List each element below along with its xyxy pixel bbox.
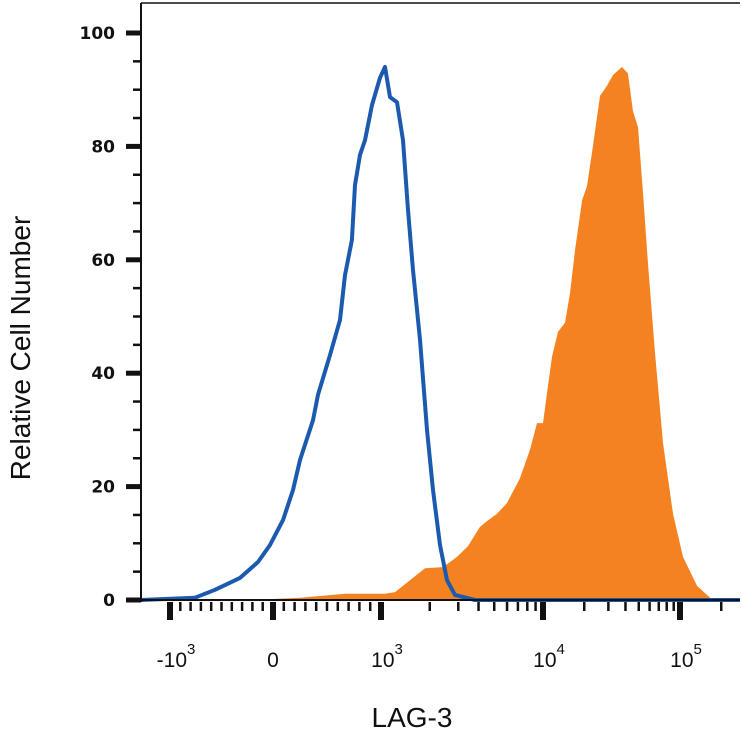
- x-tick-base: -10: [157, 649, 187, 672]
- x-tick-label: 0: [267, 649, 279, 672]
- x-tick-base: 0: [267, 649, 279, 672]
- x-tick-label: -103: [157, 641, 196, 672]
- x-tick-base: 10: [670, 649, 693, 672]
- y-tick-label: 20: [91, 478, 115, 498]
- y-tick-label: 60: [91, 251, 115, 271]
- x-tick-base: 10: [533, 649, 556, 672]
- y-tick-label: 80: [91, 137, 115, 157]
- x-tick-exponent: 3: [395, 641, 403, 658]
- y-tick-label: 40: [91, 364, 115, 384]
- y-tick-label: 100: [80, 24, 116, 44]
- x-tick-exponent: 3: [187, 641, 195, 658]
- x-axis-title: LAG-3: [372, 702, 453, 733]
- x-tick-exponent: 5: [694, 641, 702, 658]
- series-filled-histogram: [141, 67, 740, 600]
- y-axis-title: Relative Cell Number: [5, 216, 36, 481]
- x-tick-label: 105: [670, 641, 702, 672]
- x-tick-base: 10: [371, 649, 394, 672]
- x-tick-label: 103: [371, 641, 403, 672]
- x-tick-label: 104: [533, 641, 565, 672]
- series-layer: [140, 65, 740, 602]
- x-tick-exponent: 4: [557, 641, 565, 658]
- series-outline-histogram: [140, 65, 740, 602]
- y-tick-label: 0: [103, 591, 115, 611]
